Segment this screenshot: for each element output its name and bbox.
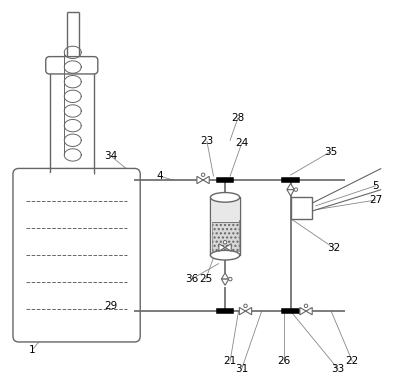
Circle shape (294, 188, 298, 191)
Ellipse shape (210, 193, 240, 202)
Polygon shape (287, 183, 294, 190)
Polygon shape (203, 176, 209, 184)
Text: 32: 32 (328, 243, 341, 253)
Polygon shape (221, 279, 229, 285)
Polygon shape (287, 190, 294, 196)
Text: 1: 1 (29, 345, 36, 354)
Text: 33: 33 (332, 364, 345, 374)
Text: 34: 34 (104, 151, 117, 161)
Bar (212, 219, 238, 251)
Text: 28: 28 (231, 113, 244, 123)
Text: 26: 26 (278, 356, 291, 366)
Text: 5: 5 (372, 181, 379, 191)
Polygon shape (219, 244, 225, 251)
Polygon shape (197, 176, 203, 184)
Bar (212, 198, 238, 223)
Bar (210, 197, 240, 255)
Circle shape (304, 304, 308, 308)
Polygon shape (306, 307, 312, 315)
Text: 31: 31 (235, 364, 248, 374)
Text: 29: 29 (104, 301, 117, 311)
Text: 27: 27 (369, 195, 382, 205)
Text: 25: 25 (199, 274, 212, 284)
Circle shape (228, 277, 232, 281)
Polygon shape (300, 307, 306, 315)
Circle shape (223, 240, 227, 244)
FancyBboxPatch shape (13, 168, 140, 342)
FancyBboxPatch shape (46, 57, 98, 74)
Polygon shape (246, 307, 252, 315)
Text: 35: 35 (324, 147, 337, 157)
Polygon shape (221, 273, 229, 279)
Text: 24: 24 (235, 139, 248, 148)
Polygon shape (225, 244, 231, 251)
Bar (291, 197, 312, 219)
Circle shape (201, 173, 205, 176)
Circle shape (244, 304, 247, 308)
Ellipse shape (210, 250, 240, 260)
Text: 21: 21 (224, 356, 237, 366)
Text: 23: 23 (200, 137, 214, 146)
Text: 36: 36 (185, 274, 198, 284)
Text: 4: 4 (156, 171, 163, 181)
Polygon shape (239, 307, 246, 315)
Text: 22: 22 (346, 356, 359, 366)
